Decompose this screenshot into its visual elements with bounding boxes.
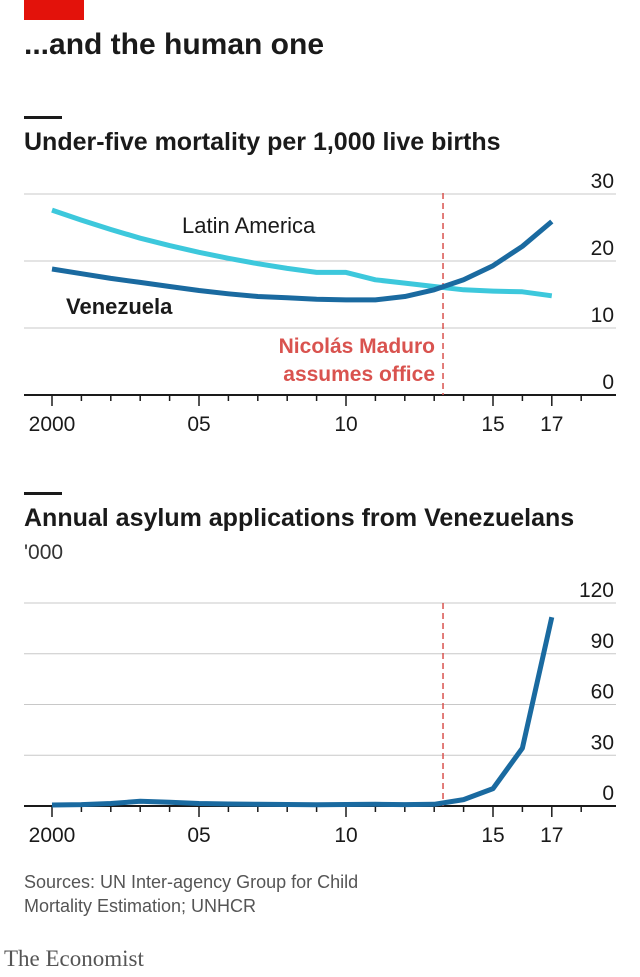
source-note: Sources: UN Inter-agency Group for Child… bbox=[24, 870, 424, 918]
x-tick-label: 2000 bbox=[29, 413, 76, 436]
series-line-venezuela bbox=[52, 617, 552, 805]
x-tick-label: 05 bbox=[187, 413, 210, 436]
x-tick-label: 10 bbox=[334, 824, 357, 847]
series-label-venezuela: Venezuela bbox=[66, 294, 173, 319]
x-tick-label: 2000 bbox=[29, 824, 76, 847]
mortality-chart: 0 10 20 30 2000 05 10 15 17 Nicolás Maduro assumes… bbox=[0, 160, 640, 440]
x-tick-label: 10 bbox=[334, 413, 357, 436]
y-tick-label: 30 bbox=[591, 731, 614, 754]
x-tick-label: 15 bbox=[481, 824, 504, 847]
asylum-chart: 0 30 60 90 120 2000 05 10 15 17 bbox=[0, 570, 640, 850]
headline: ...and the human one bbox=[24, 28, 324, 62]
x-tick-label: 17 bbox=[540, 824, 563, 847]
y-tick-label: 10 bbox=[591, 304, 614, 327]
y-tick-label: 20 bbox=[591, 237, 614, 260]
y-tick-label: 60 bbox=[591, 681, 614, 704]
y-tick-label: 30 bbox=[591, 170, 614, 193]
maduro-annotation-label: assumes office bbox=[283, 363, 435, 386]
chart2-unit: '000 bbox=[24, 541, 63, 565]
y-tick-label: 120 bbox=[579, 579, 614, 602]
chart1-rule bbox=[24, 116, 62, 119]
x-tick-label: 17 bbox=[540, 413, 563, 436]
x-tick-label: 05 bbox=[187, 824, 210, 847]
chart2-title: Annual asylum applications from Venezuel… bbox=[24, 504, 574, 533]
maduro-annotation-label: Nicolás Maduro bbox=[279, 335, 435, 358]
brand-tag bbox=[24, 0, 84, 20]
series-label-latin-america: Latin America bbox=[182, 213, 316, 238]
y-tick-label: 0 bbox=[602, 371, 614, 394]
chart2-rule bbox=[24, 492, 62, 495]
x-tick-label: 15 bbox=[481, 413, 504, 436]
chart1-title: Under-five mortality per 1,000 live birt… bbox=[24, 128, 501, 157]
brand-name: The Economist bbox=[4, 946, 144, 972]
y-tick-label: 90 bbox=[591, 630, 614, 653]
y-tick-label: 0 bbox=[602, 782, 614, 805]
